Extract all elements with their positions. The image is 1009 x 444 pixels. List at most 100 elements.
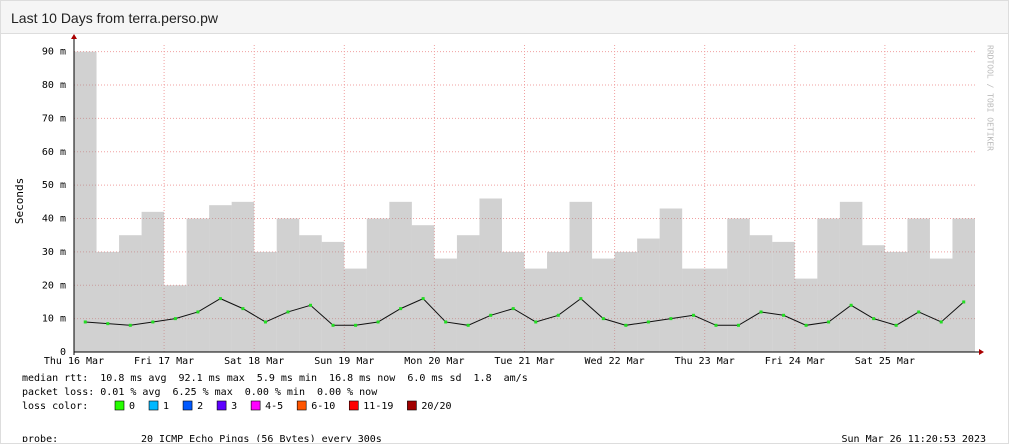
x-tick-label: Thu 16 Mar bbox=[44, 356, 104, 367]
x-tick-label: Sat 25 Mar bbox=[855, 356, 915, 367]
smoke bbox=[209, 205, 232, 352]
y-axis-label: Seconds bbox=[13, 178, 26, 224]
stats-line: packet loss: 0.01 % avg 6.25 % max 0.00 … bbox=[22, 387, 378, 398]
axis-arrow bbox=[71, 34, 77, 39]
y-tick-label: 0 bbox=[60, 347, 66, 358]
y-tick-label: 50 m bbox=[42, 180, 66, 191]
median-point bbox=[263, 320, 267, 324]
median-point bbox=[579, 297, 583, 301]
smoke bbox=[434, 258, 457, 352]
x-tick-label: Tue 21 Mar bbox=[494, 356, 554, 367]
median-point bbox=[151, 320, 155, 324]
loss-swatch bbox=[216, 400, 227, 411]
y-tick-label: 80 m bbox=[42, 80, 66, 91]
median-point bbox=[962, 300, 966, 304]
median-point bbox=[872, 317, 876, 321]
y-tick-label: 90 m bbox=[42, 47, 66, 58]
x-tick-label: Mon 20 Mar bbox=[404, 356, 464, 367]
panel-title: Last 10 Days from terra.perso.pw bbox=[1, 1, 1008, 34]
median-point bbox=[894, 323, 898, 327]
median-point bbox=[466, 323, 470, 327]
median-point bbox=[106, 322, 110, 326]
smoke bbox=[839, 201, 863, 352]
median-point bbox=[241, 307, 245, 311]
loss-swatch bbox=[114, 400, 125, 411]
median-point bbox=[196, 310, 200, 314]
smoke bbox=[456, 235, 480, 352]
smoke bbox=[817, 218, 840, 352]
smoke bbox=[321, 241, 345, 352]
smoke bbox=[704, 268, 728, 352]
smoke bbox=[276, 218, 300, 352]
smoke bbox=[344, 268, 367, 352]
axis-arrow bbox=[979, 349, 984, 355]
y-tick-label: 20 m bbox=[42, 280, 66, 291]
watermark: RRDTOOL / TOBI OETIKER bbox=[986, 45, 995, 151]
smoke bbox=[794, 278, 818, 352]
smoke bbox=[119, 235, 142, 352]
loss-label: loss color: bbox=[22, 401, 88, 412]
median-point bbox=[556, 313, 560, 317]
smoke bbox=[389, 201, 412, 352]
chart: Seconds RRDTOOL / TOBI OETIKER probe: 20… bbox=[13, 34, 995, 442]
smoke bbox=[727, 218, 750, 352]
smoke bbox=[254, 251, 277, 352]
median-point bbox=[714, 323, 718, 327]
median-point bbox=[421, 297, 425, 301]
median-point bbox=[489, 313, 493, 317]
median-point bbox=[736, 323, 740, 327]
loss-label: 11-19 bbox=[363, 401, 393, 412]
smoke bbox=[862, 245, 885, 352]
smoke bbox=[479, 198, 502, 352]
smoke bbox=[186, 218, 210, 352]
smoke bbox=[614, 251, 638, 352]
y-tick-label: 60 m bbox=[42, 147, 66, 158]
median-point bbox=[511, 307, 515, 311]
median-point bbox=[827, 320, 831, 324]
smoke bbox=[929, 258, 953, 352]
y-tick-label: 70 m bbox=[42, 113, 66, 124]
median-point bbox=[83, 320, 87, 324]
smoke bbox=[299, 235, 322, 352]
median-point bbox=[669, 317, 673, 321]
median-line bbox=[85, 297, 965, 326]
smoke bbox=[74, 51, 97, 352]
x-tick-label: Fri 24 Mar bbox=[765, 356, 825, 367]
smoke bbox=[231, 201, 255, 352]
smoke bbox=[952, 218, 975, 352]
median-point bbox=[917, 310, 921, 314]
loss-swatch bbox=[407, 400, 417, 411]
loss-swatch bbox=[348, 400, 359, 411]
median-point bbox=[759, 310, 763, 314]
loss-label: 6-10 bbox=[311, 401, 335, 412]
smoke bbox=[659, 208, 683, 352]
smoke bbox=[592, 258, 615, 352]
smoke bbox=[682, 268, 705, 352]
smoke bbox=[547, 251, 570, 352]
x-tick-label: Thu 23 Mar bbox=[675, 356, 735, 367]
loss-label: 1 bbox=[163, 401, 169, 412]
smoke bbox=[749, 235, 773, 352]
x-tick-label: Sat 18 Mar bbox=[224, 356, 284, 367]
loss-swatch bbox=[182, 400, 193, 411]
timestamp: Sun Mar 26 11:20:53 2023 bbox=[842, 434, 987, 442]
smoke bbox=[569, 201, 593, 352]
smoke bbox=[411, 225, 435, 352]
loss-label: 3 bbox=[231, 401, 237, 412]
y-tick-label: 10 m bbox=[42, 314, 66, 325]
loss-swatch bbox=[148, 400, 159, 411]
loss-label: 4-5 bbox=[265, 401, 283, 412]
stats-line: median rtt: 10.8 ms avg 92.1 ms max 5.9 … bbox=[22, 373, 528, 384]
median-point bbox=[399, 307, 403, 311]
median-point bbox=[691, 313, 695, 317]
y-tick-label: 40 m bbox=[42, 214, 66, 225]
loss-swatch bbox=[250, 400, 261, 411]
loss-label: 0 bbox=[129, 401, 135, 412]
median-point bbox=[534, 320, 538, 324]
probe: 20 ICMP Echo Pings (56 Bytes) every 300s bbox=[141, 434, 382, 442]
median-point bbox=[939, 320, 943, 324]
median-point bbox=[309, 303, 313, 307]
loss-swatch bbox=[296, 400, 307, 411]
probe-label: probe: bbox=[22, 434, 58, 442]
